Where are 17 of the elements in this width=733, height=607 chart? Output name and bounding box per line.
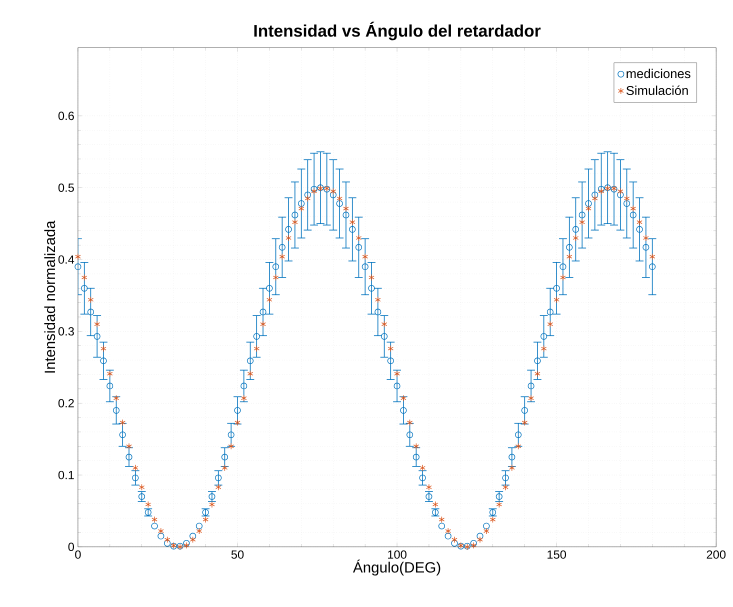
x-tick-label: 200: [706, 550, 726, 559]
chart-title: Intensidad vs Ángulo del retardador: [254, 22, 541, 40]
y-tick-label: 0.2: [58, 398, 74, 408]
legend-label: mediciones: [626, 68, 690, 78]
y-tick-label: 0.6: [58, 111, 74, 120]
legend-label: Simulación: [626, 85, 688, 95]
y-tick-label: 0.1: [58, 470, 74, 480]
y-tick-label: 0.3: [58, 326, 74, 336]
x-tick-label: 0: [75, 550, 81, 559]
y-tick-label: 0.4: [58, 255, 74, 264]
x-axis-title: Ángulo(DEG): [352, 559, 440, 576]
y-axis-title: Intensidad normalizada: [44, 220, 56, 372]
y-tick-label: 0: [68, 542, 74, 551]
x-tick-label: 50: [231, 550, 244, 559]
x-tick-label: 150: [548, 550, 566, 559]
y-tick-label: 0.5: [58, 183, 74, 192]
x-tick-label: 100: [388, 550, 406, 559]
